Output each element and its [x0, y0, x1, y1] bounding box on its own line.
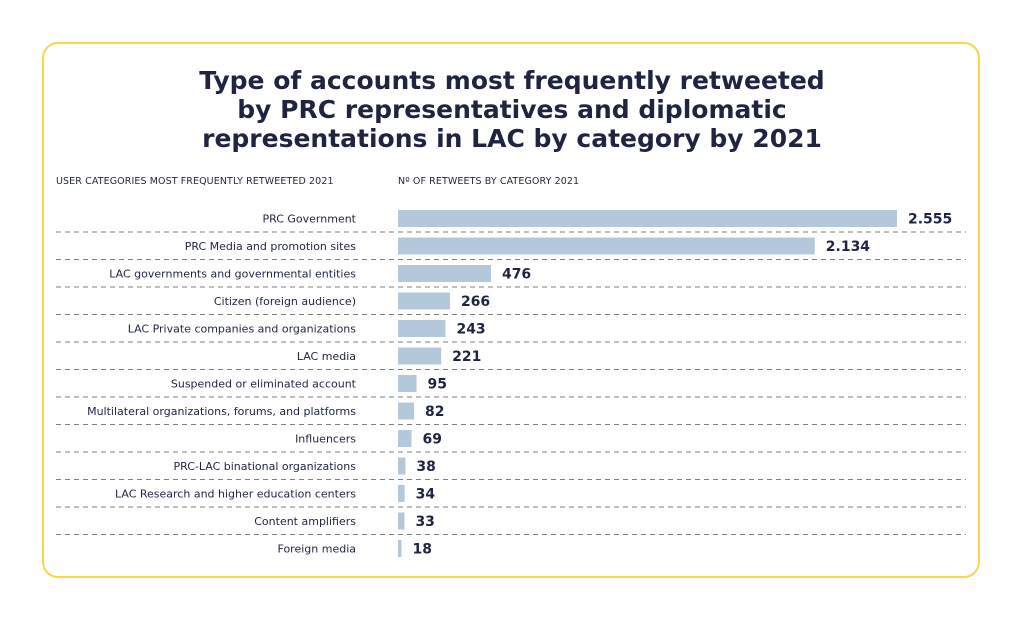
category-label: Influencers	[295, 433, 356, 446]
value-label: 33	[415, 514, 434, 530]
value-label: 34	[416, 487, 436, 503]
bar	[398, 210, 897, 227]
category-label: PRC Government	[262, 213, 356, 226]
bar	[398, 485, 405, 502]
category-label: Citizen (foreign audience)	[214, 295, 356, 308]
value-label: 2.555	[908, 212, 952, 228]
value-label: 243	[456, 322, 485, 338]
bar	[398, 237, 815, 255]
category-label: PRC-LAC binational organizations	[173, 460, 356, 473]
category-label: LAC Research and higher education center…	[115, 488, 356, 501]
bar	[398, 512, 405, 530]
value-label: 476	[502, 267, 531, 283]
category-label: LAC Private companies and organizations	[128, 323, 357, 336]
category-label: Multilateral organizations, forums, and …	[87, 405, 356, 418]
bar	[398, 375, 417, 392]
bar	[398, 430, 412, 447]
value-label: 82	[425, 404, 444, 420]
category-label: Content amplifiers	[254, 515, 356, 528]
category-label: LAC governments and governmental entitie…	[109, 268, 356, 281]
category-label: Suspended or eliminated account	[171, 378, 357, 391]
value-label: 38	[416, 459, 435, 475]
bar	[398, 292, 450, 310]
chart-title: Type of accounts most frequently retweet…	[199, 66, 825, 153]
value-label: 266	[461, 294, 490, 310]
categories-column-header: USER CATEGORIES MOST FREQUENTLY RETWEETE…	[56, 176, 334, 187]
bar	[398, 457, 406, 475]
bar	[398, 540, 402, 557]
retweets-column-header: Nº OF RETWEETS BY CATEGORY 2021	[398, 176, 580, 187]
value-label: 18	[413, 542, 432, 558]
value-label: 2.134	[826, 239, 871, 255]
bar	[398, 347, 442, 365]
value-label: 69	[422, 432, 441, 448]
category-label: Foreign media	[278, 543, 356, 556]
value-label: 95	[428, 377, 447, 393]
category-label: LAC media	[297, 350, 356, 363]
bar	[398, 402, 415, 420]
bar	[398, 320, 446, 337]
category-label: PRC Media and promotion sites	[185, 240, 357, 253]
bar	[398, 265, 491, 282]
chart-card	[42, 42, 980, 578]
value-label: 221	[452, 349, 481, 365]
